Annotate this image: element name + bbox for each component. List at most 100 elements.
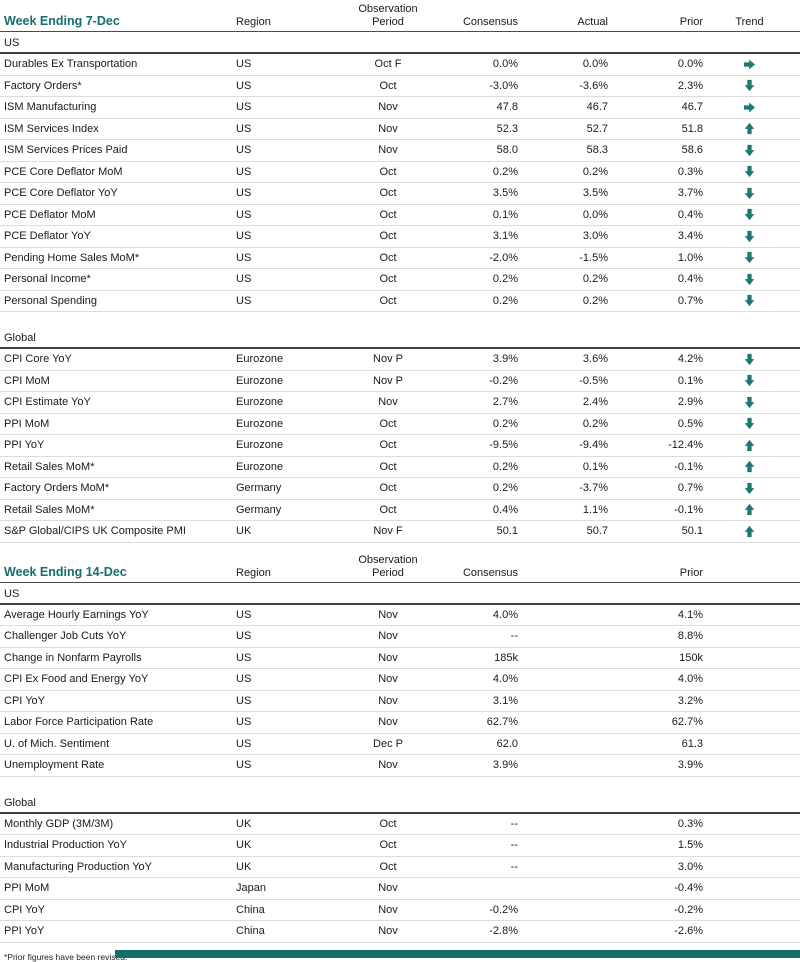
- period-cell: Nov P: [373, 374, 403, 387]
- table-row: Retail Sales MoM* Eurozone Oct 0.2% 0.1% -0.1…: [0, 457, 800, 478]
- table1-title: Week Ending 7-Dec: [4, 14, 120, 28]
- trend-down-icon: [744, 353, 755, 365]
- indicator-name: U. of Mich. Sentiment: [4, 737, 110, 750]
- period-cell: Oct: [379, 839, 397, 852]
- table2-body: US Average Hourly Earnings YoY US Nov 4.0% 4.…: [0, 583, 800, 943]
- region-cell: Eurozone: [236, 374, 284, 387]
- trend-up-icon: [744, 439, 755, 451]
- region-header: Region: [236, 16, 271, 28]
- indicator-name: Unemployment Rate: [4, 759, 105, 772]
- table2-header-row: Week Ending 14-Dec Region Period Consens…: [0, 565, 800, 583]
- trend-cell: [703, 460, 796, 473]
- trend-cell: [703, 230, 796, 243]
- prior-cell: -0.1%: [674, 460, 703, 473]
- period-cell: Oct: [379, 482, 397, 495]
- consensus-cell: -2.8%: [489, 925, 518, 938]
- section-label-global: Global: [0, 792, 800, 814]
- consensus-cell: 185k: [494, 651, 518, 664]
- region-cell: US: [236, 630, 252, 643]
- table-row: CPI Ex Food and Energy YoY US Nov 4.0% 4.0%: [0, 669, 800, 691]
- region-cell: US: [236, 716, 252, 729]
- table-row: ISM Services Prices Paid US Nov 58.0 58.3 58.…: [0, 140, 800, 162]
- table-row: PPI YoY Eurozone Oct -9.5% -9.4% -12.4%: [0, 435, 800, 457]
- consensus-cell: 3.9%: [492, 353, 518, 366]
- indicator-name: CPI YoY: [4, 903, 45, 916]
- table-row: Factory Orders* US Oct -3.0% -3.6% 2.3%: [0, 76, 800, 97]
- region-cell: Germany: [236, 482, 282, 495]
- indicator-name: CPI Ex Food and Energy YoY: [4, 673, 149, 686]
- prior-cell: 0.3%: [677, 165, 703, 178]
- period-cell: Oct: [379, 817, 397, 830]
- consensus-cell: 0.2%: [492, 417, 518, 430]
- trend-cell: [703, 165, 796, 178]
- trend-cell: [703, 273, 796, 286]
- trend-cell: [703, 187, 796, 200]
- period-cell: Nov: [378, 396, 398, 409]
- prior-cell: 58.6: [681, 144, 703, 157]
- actual-cell: 0.0%: [582, 208, 608, 221]
- region-cell: Eurozone: [236, 460, 284, 473]
- period-cell: Nov: [378, 608, 398, 621]
- actual-cell: 0.2%: [582, 165, 608, 178]
- table1-body: US Durables Ex Transportation US Oct F 0.0% 0…: [0, 32, 800, 543]
- consensus-cell: -9.5%: [489, 439, 518, 452]
- trend-cell: [703, 294, 796, 307]
- prior-header: Prior: [679, 16, 703, 28]
- period-cell: Oct: [379, 503, 397, 516]
- consensus-cell: 3.5%: [492, 187, 518, 200]
- table-row: Pending Home Sales MoM* US Oct -2.0% -1.5% 1.…: [0, 248, 800, 269]
- trend-down-icon: [744, 230, 755, 242]
- indicator-name: ISM Services Prices Paid: [4, 144, 128, 157]
- indicator-name: PCE Core Deflator MoM: [4, 165, 123, 178]
- indicator-name: Labor Force Participation Rate: [4, 716, 154, 729]
- table-row: Unemployment Rate US Nov 3.9% 3.9%: [0, 755, 800, 777]
- prior-cell: 0.7%: [677, 482, 703, 495]
- consensus-cell: --: [510, 817, 518, 830]
- prior-cell: -2.6%: [674, 925, 703, 938]
- table-row: ISM Manufacturing US Nov 47.8 46.7 46.7: [0, 97, 800, 119]
- actual-cell: 0.0%: [582, 58, 608, 71]
- week-14dec-table: Observation Week Ending 14-Dec Region Pe…: [0, 551, 800, 943]
- indicator-name: PPI YoY: [4, 439, 45, 452]
- period-cell: Nov: [378, 716, 398, 729]
- region-cell: Japan: [236, 882, 266, 895]
- period-cell: Dec P: [373, 737, 403, 750]
- indicator-name: Manufacturing Production YoY: [4, 860, 152, 873]
- region-cell: US: [236, 58, 252, 71]
- table-row: PPI MoM Japan Nov -0.4%: [0, 878, 800, 900]
- indicator-name: Factory Orders MoM*: [4, 482, 110, 495]
- consensus-cell: 3.1%: [492, 694, 518, 707]
- indicator-name: Challenger Job Cuts YoY: [4, 630, 127, 643]
- prior-cell: 0.4%: [677, 273, 703, 286]
- trend-down-icon: [744, 187, 755, 199]
- prior-cell: -0.1%: [674, 503, 703, 516]
- period-cell: Nov: [378, 144, 398, 157]
- table-row: U. of Mich. Sentiment US Dec P 62.0 61.3: [0, 734, 800, 755]
- trend-down-icon: [744, 209, 755, 221]
- trend-right-icon: [743, 59, 756, 70]
- table1-header-top: Observation: [0, 0, 800, 15]
- prior-cell: 3.4%: [677, 230, 703, 243]
- region-cell: US: [236, 144, 252, 157]
- consensus-header: Consensus: [462, 16, 518, 28]
- region-cell: US: [236, 694, 252, 707]
- region-cell: US: [236, 122, 252, 135]
- trend-down-icon: [744, 273, 755, 285]
- consensus-cell: 0.0%: [492, 58, 518, 71]
- indicator-name: CPI Estimate YoY: [4, 396, 91, 409]
- trend-cell: [703, 144, 796, 157]
- period-cell: Nov: [378, 651, 398, 664]
- period-cell: Nov: [378, 759, 398, 772]
- consensus-cell: 47.8: [496, 101, 518, 114]
- trend-cell: [703, 525, 796, 538]
- period-cell: Oct: [379, 251, 397, 264]
- table-row: CPI Estimate YoY Eurozone Nov 2.7% 2.4% 2.9%: [0, 392, 800, 414]
- prior-cell: 0.4%: [677, 208, 703, 221]
- indicator-name: Personal Income*: [4, 273, 91, 286]
- region-cell: US: [236, 294, 252, 307]
- region-header: Region: [236, 566, 271, 579]
- period-cell: Oct: [379, 273, 397, 286]
- trend-cell: [703, 353, 796, 366]
- actual-cell: -0.5%: [579, 374, 608, 387]
- table-row: PCE Core Deflator YoY US Oct 3.5% 3.5% 3.7%: [0, 183, 800, 205]
